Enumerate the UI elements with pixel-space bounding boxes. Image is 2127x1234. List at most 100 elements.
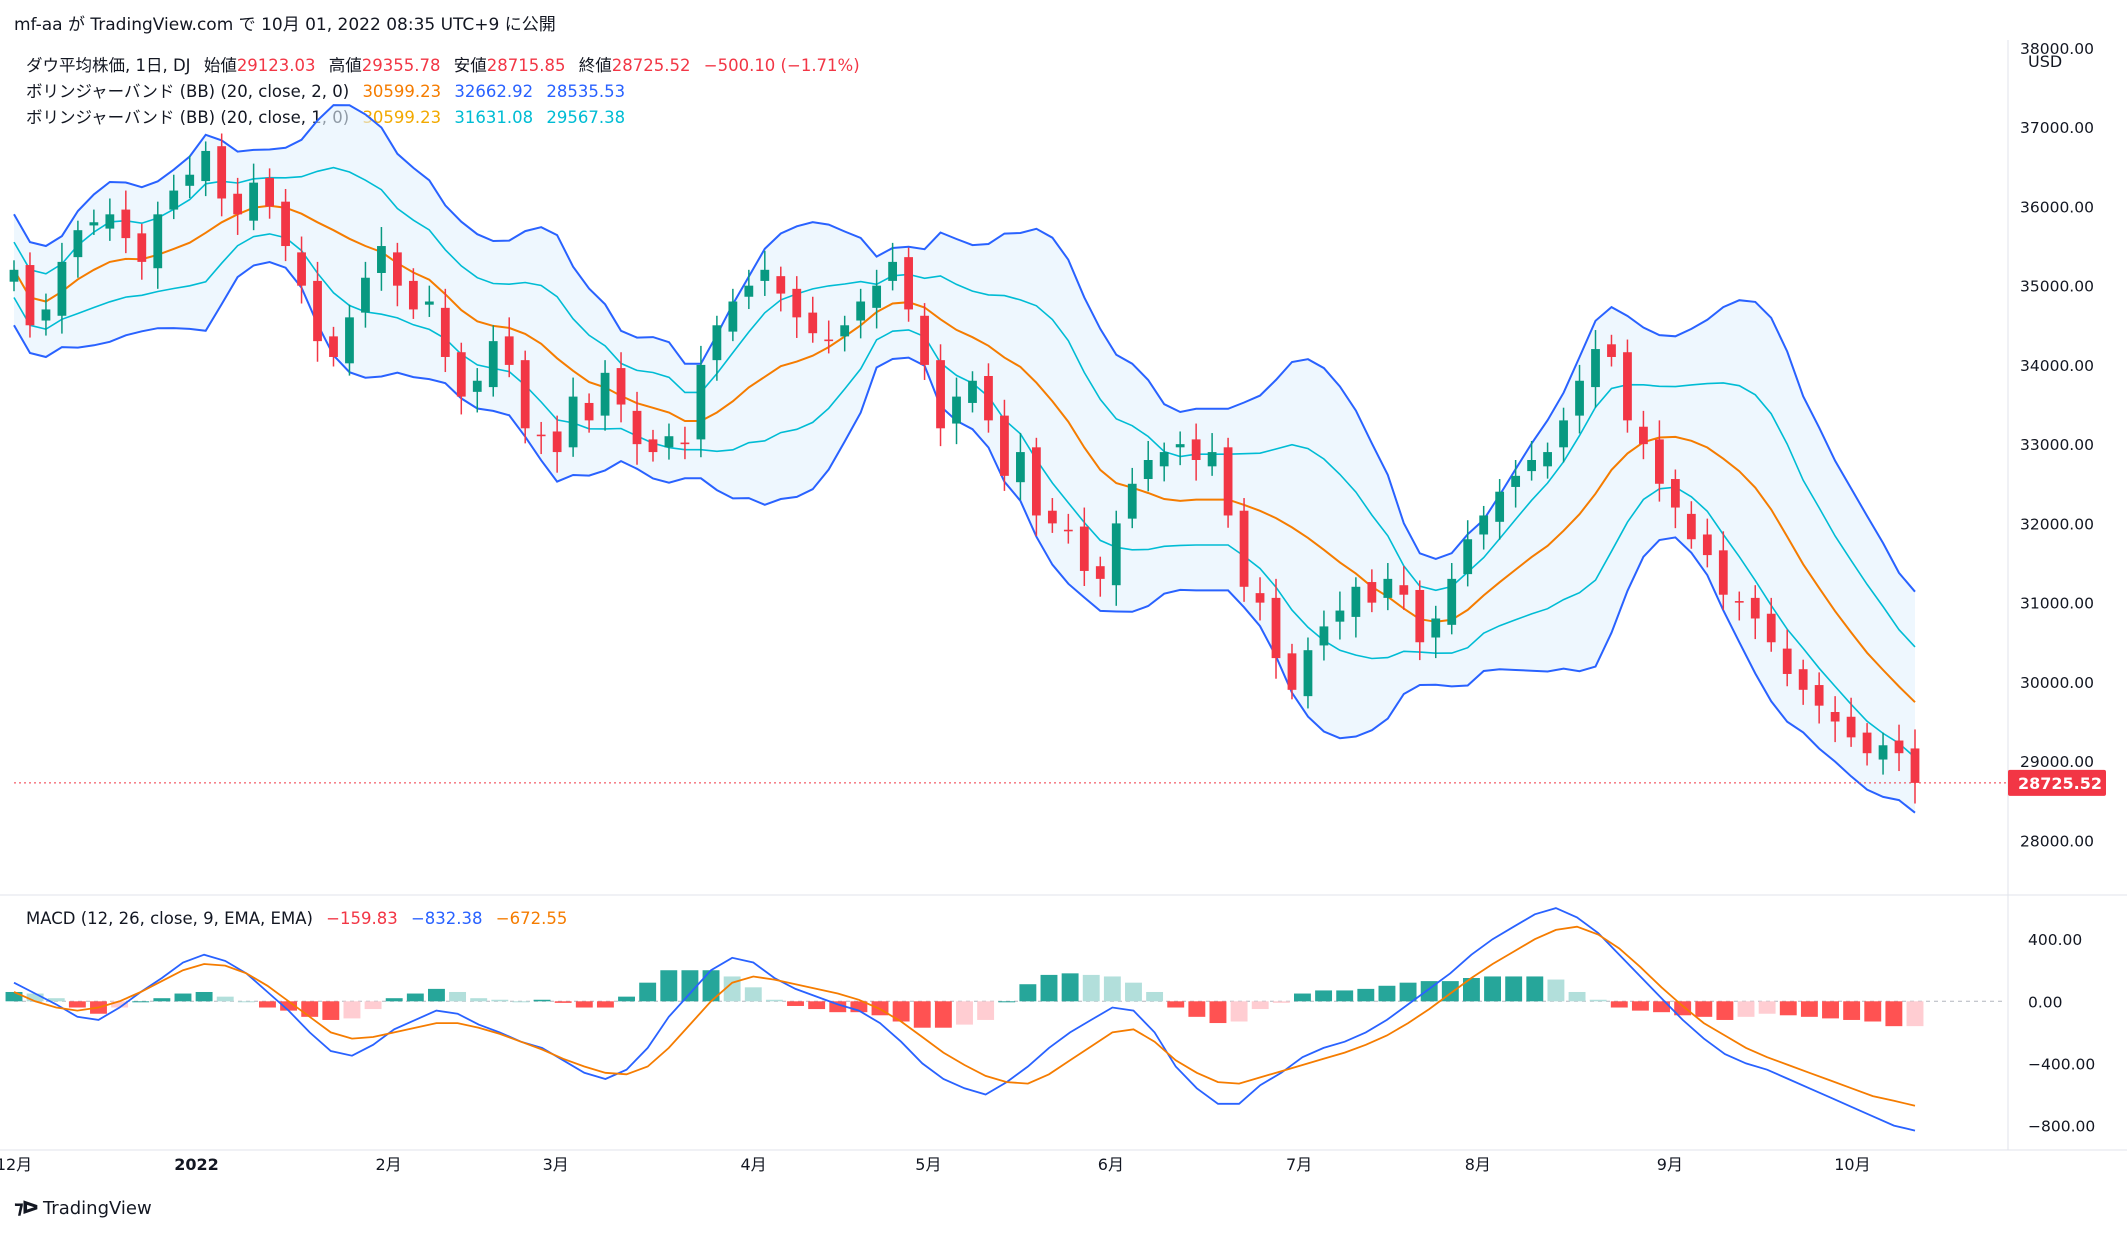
tradingview-brand[interactable]: ⁊ᐅ TradingView [14,1197,152,1219]
macd-tick-label: −400.00 [2028,1055,2095,1073]
candle-body [1063,529,1073,532]
macd-tick-label: 0.00 [2028,993,2063,1011]
time-tick-label: 8月 [1465,1155,1491,1174]
macd-histogram-bar [1399,982,1417,1002]
last-price-label: 28725.52 [2018,774,2102,793]
candle-body [504,336,514,365]
candle-body [153,214,163,269]
macd-histogram-bar [1462,978,1480,1002]
candle-body [1399,585,1409,595]
candle-body [73,230,83,258]
macd-histogram-bar [1885,1001,1903,1027]
bb2-upper-line [13,104,1916,593]
candle-body [1814,685,1824,706]
price-tick-label: 33000.00 [2020,436,2094,454]
candle-body [1559,420,1568,448]
macd-histogram-bar [406,993,424,1002]
macd-histogram-bar [702,970,720,1002]
tradingview-logo-icon: ⁊ᐅ [14,1197,39,1219]
candle-body [1031,447,1041,516]
candle-body [1718,550,1728,595]
candle-body [265,177,274,207]
price-tick-label: 38000.00 [2020,40,2094,58]
macd-histogram-bar [1800,1001,1818,1017]
symbol-label[interactable]: ダウ平均株価, 1日, DJ [26,56,191,75]
price-tick-label: 36000.00 [2020,198,2094,216]
macd-histogram-bar [1631,1001,1649,1011]
candle-body [888,261,898,281]
macd-histogram-bar [1864,1001,1882,1022]
macd-histogram-bar [1167,1001,1185,1008]
macd-histogram-bar [913,1001,931,1028]
macd-tick-label: −800.00 [2028,1118,2095,1136]
macd-line [13,907,1916,1132]
candle-body [1351,586,1361,617]
macd-legend[interactable]: MACD (12, 26, close, 9, EMA, EMA) −159.8… [26,909,575,928]
candle-body [424,301,434,305]
macd-histogram-bar [1653,1001,1670,1013]
bb2-legend[interactable]: ボリンジャーバンド (BB) (20, close, 2, 0) 30599.2… [26,78,633,102]
macd-histogram-bar [956,1001,973,1025]
candle-body [1479,515,1489,535]
macd-histogram-bar [1505,976,1523,1002]
signal-line [13,925,1916,1107]
candle-body [1367,582,1377,603]
candle-body [1319,626,1329,646]
bb2-lower: 28535.53 [546,82,626,101]
candle-body [1335,610,1345,622]
macd-histogram-bar [364,1001,382,1010]
candle-body [552,431,562,453]
candle-body [41,309,51,321]
currency-label: USD [2028,52,2063,71]
candle-body [1127,483,1137,519]
macd-histogram-bar [1294,993,1311,1002]
candle-body [1047,510,1057,524]
price-tick-label: 31000.00 [2020,595,2094,613]
price-tick-label: 28000.00 [2020,832,2094,850]
macd-histogram-bar [1484,976,1502,1002]
macd-histogram-group [5,970,1924,1028]
macd-tick-label: 400.00 [2028,931,2082,949]
macd-histogram-bar [1040,974,1058,1002]
bb1-name: ボリンジャーバンド (BB) (20, close, 1, 0) [26,108,350,127]
candle-body [1095,566,1105,579]
candle-body [1798,669,1808,690]
macd-histogram-bar [1230,1001,1248,1022]
candle-body [472,380,482,392]
price-tick-label: 37000.00 [2020,119,2094,137]
candle-body [856,301,866,321]
close-value: 終値28725.52 [578,56,691,75]
candle-body [760,269,770,281]
candle-body [1527,460,1536,472]
candle-body [520,360,530,429]
macd-histogram-bar [153,998,171,1002]
macd-histogram-bar [322,1001,340,1020]
candle-body [313,280,322,342]
macd-histogram-bar [470,998,488,1002]
macd-histogram-bar [280,1001,298,1011]
macd-histogram-bar [575,1001,593,1008]
price-tick-label: 29000.00 [2020,753,2094,771]
candle-body [456,352,466,397]
macd-histogram-bar [259,1001,276,1008]
candle-body [1575,380,1584,416]
candle-body [968,380,977,403]
candle-body [408,280,418,310]
macd-histogram-bar [1589,999,1607,1002]
change-value: −500.10 (−1.71%) [703,56,860,75]
macd-histogram-bar [1716,1001,1734,1020]
macd-histogram-bar [5,991,23,1002]
candle-body [281,201,290,247]
candle-body [1766,613,1776,643]
candle-body [824,339,834,342]
candle-body [648,439,658,453]
candle-body [1079,526,1089,571]
bb1-legend[interactable]: ボリンジャーバンド (BB) (20, close, 1, 0) 30599.2… [26,104,633,128]
candle-body [233,193,243,215]
candle-body [776,276,786,294]
candle-body [1894,740,1904,754]
candle-body [792,288,802,318]
last-price-badge [2008,769,2106,796]
candle-body [664,436,674,448]
